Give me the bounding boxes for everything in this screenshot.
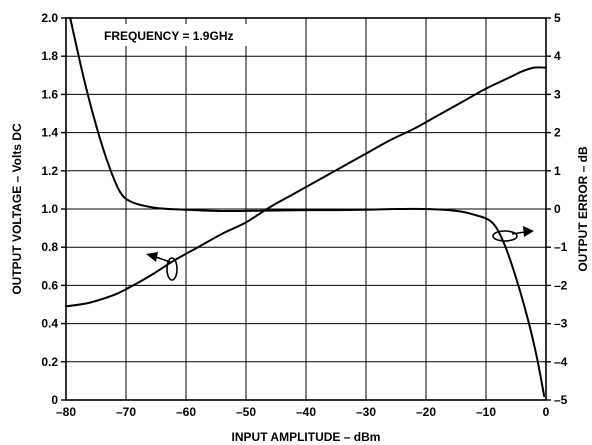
right-axis-indicator <box>492 226 534 242</box>
left-arrow-shaft <box>155 256 171 263</box>
x-tick-label: –70 <box>116 405 136 419</box>
y-tick-label: 0.8 <box>41 240 58 254</box>
y2-axis-ticks: –5 –4 –3 –2 –1 0 1 2 3 4 5 <box>546 11 568 407</box>
y-axis-ticks: 0 0.2 0.4 0.6 0.8 1.0 1.2 1.4 1.6 1.8 2.0 <box>41 11 66 407</box>
output-error-line <box>69 17 546 398</box>
x-axis-title: INPUT AMPLITUDE – dBm <box>232 430 381 444</box>
x-tick-label: –10 <box>476 405 496 419</box>
y2-tick-label: –1 <box>554 240 568 254</box>
y-tick-label: 1.0 <box>41 202 58 216</box>
frequency-annotation: FREQUENCY = 1.9GHz <box>104 29 233 43</box>
y2-tick-label: 1 <box>554 164 561 178</box>
y-tick-label: 0.4 <box>41 317 58 331</box>
left-series-ellipse <box>166 257 178 281</box>
y2-tick-label: –5 <box>554 393 568 407</box>
right-arrow-shaft <box>511 231 526 235</box>
x-axis-ticks: –80 –70 –60 –50 –40 –30 –20 –10 0 <box>56 405 550 419</box>
y2-tick-label: 5 <box>554 11 561 25</box>
y-tick-label: 2.0 <box>41 11 58 25</box>
y-axis-title: OUTPUT VOLTAGE – Volts DC <box>10 123 24 295</box>
right-arrow-head <box>523 226 534 237</box>
y-tick-label: 1.6 <box>41 87 58 101</box>
grid-lines <box>65 17 547 401</box>
y2-tick-label: 3 <box>554 87 561 101</box>
y-tick-label: 0.2 <box>41 355 58 369</box>
x-tick-label: –80 <box>56 405 76 419</box>
y2-tick-label: 4 <box>554 49 561 63</box>
right-series-ellipse <box>492 230 518 242</box>
left-axis-indicator <box>146 252 178 281</box>
y2-tick-label: 0 <box>554 202 561 216</box>
y2-axis-title: OUTPUT ERROR – dB <box>576 146 590 272</box>
x-tick-label: –50 <box>236 405 256 419</box>
output-voltage-line <box>65 66 547 308</box>
x-tick-label: –30 <box>356 405 376 419</box>
annotation-background <box>86 24 282 46</box>
x-tick-label: –20 <box>416 405 436 419</box>
y2-tick-label: –3 <box>554 317 568 331</box>
y-tick-label: 1.2 <box>41 164 58 178</box>
y2-tick-label: 2 <box>554 126 561 140</box>
y2-tick-label: –4 <box>554 355 568 369</box>
y2-tick-label: –2 <box>554 278 568 292</box>
left-arrow-head <box>146 252 158 262</box>
x-tick-label: –40 <box>296 405 316 419</box>
series-lines <box>65 17 547 398</box>
y-tick-label: 1.4 <box>41 126 58 140</box>
x-tick-label: 0 <box>543 405 550 419</box>
y-tick-label: 0 <box>51 393 58 407</box>
x-tick-label: –60 <box>176 405 196 419</box>
y-tick-label: 0.6 <box>41 278 58 292</box>
y-tick-label: 1.8 <box>41 49 58 63</box>
